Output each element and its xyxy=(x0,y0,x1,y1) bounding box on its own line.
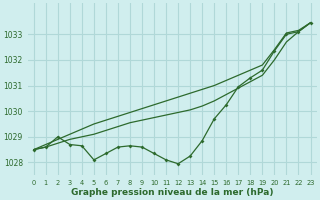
X-axis label: Graphe pression niveau de la mer (hPa): Graphe pression niveau de la mer (hPa) xyxy=(71,188,273,197)
